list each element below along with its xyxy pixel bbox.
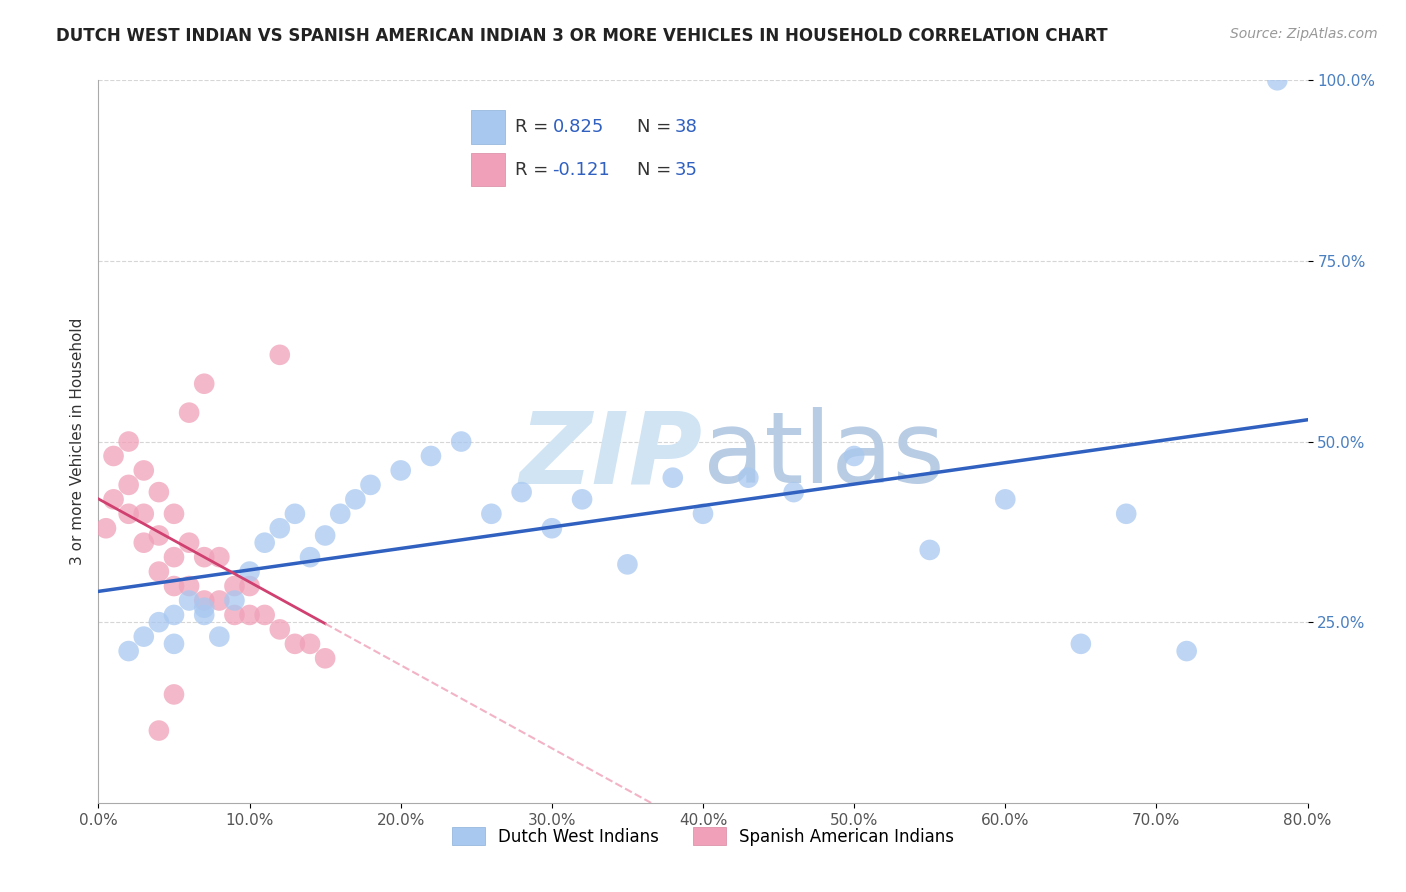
Point xyxy=(163,550,186,565)
Point xyxy=(692,507,714,521)
Point xyxy=(1175,644,1198,658)
Legend: Dutch West Indians, Spanish American Indians: Dutch West Indians, Spanish American Ind… xyxy=(446,821,960,852)
Point xyxy=(224,579,246,593)
Point xyxy=(571,492,593,507)
Point xyxy=(163,579,186,593)
Point xyxy=(179,579,201,593)
Point xyxy=(208,630,231,644)
Point xyxy=(224,593,246,607)
Point xyxy=(148,723,170,738)
Point xyxy=(239,579,262,593)
Point xyxy=(1115,507,1137,521)
Point xyxy=(329,507,352,521)
Text: atlas: atlas xyxy=(703,408,945,505)
Point xyxy=(269,521,291,535)
Point xyxy=(661,470,683,484)
Point xyxy=(163,637,186,651)
Point xyxy=(132,463,155,477)
Point xyxy=(1070,637,1092,651)
Text: Source: ZipAtlas.com: Source: ZipAtlas.com xyxy=(1230,27,1378,41)
Point xyxy=(193,607,215,622)
Point xyxy=(284,637,307,651)
Point xyxy=(239,565,262,579)
Point xyxy=(163,507,186,521)
Point xyxy=(616,558,638,572)
Point xyxy=(783,485,806,500)
Point xyxy=(360,478,382,492)
Point xyxy=(737,470,759,484)
Text: DUTCH WEST INDIAN VS SPANISH AMERICAN INDIAN 3 OR MORE VEHICLES IN HOUSEHOLD COR: DUTCH WEST INDIAN VS SPANISH AMERICAN IN… xyxy=(56,27,1108,45)
Point xyxy=(918,542,941,557)
Point xyxy=(239,607,262,622)
Point xyxy=(148,485,170,500)
Point xyxy=(389,463,412,477)
Point xyxy=(193,600,215,615)
Point xyxy=(314,528,336,542)
Point xyxy=(163,607,186,622)
Point xyxy=(118,644,141,658)
Point xyxy=(118,434,141,449)
Point xyxy=(540,521,562,535)
Point xyxy=(510,485,533,500)
Point xyxy=(148,528,170,542)
Point xyxy=(420,449,443,463)
Point xyxy=(284,507,307,521)
Y-axis label: 3 or more Vehicles in Household: 3 or more Vehicles in Household xyxy=(69,318,84,566)
Point xyxy=(844,449,866,463)
Point xyxy=(179,535,201,549)
Point xyxy=(208,550,231,565)
Point xyxy=(224,607,246,622)
Point xyxy=(193,550,215,565)
Point xyxy=(94,521,117,535)
Point xyxy=(132,535,155,549)
Point xyxy=(344,492,367,507)
Point xyxy=(148,565,170,579)
Point xyxy=(208,593,231,607)
Point xyxy=(132,630,155,644)
Point xyxy=(994,492,1017,507)
Point xyxy=(314,651,336,665)
Point xyxy=(132,507,155,521)
Point xyxy=(1267,73,1289,87)
Point xyxy=(193,593,215,607)
Point xyxy=(450,434,472,449)
Point xyxy=(148,615,170,630)
Point xyxy=(253,607,276,622)
Point xyxy=(269,348,291,362)
Point xyxy=(193,376,215,391)
Point xyxy=(253,535,276,549)
Point xyxy=(103,492,125,507)
Point xyxy=(118,507,141,521)
Point xyxy=(163,687,186,701)
Point xyxy=(103,449,125,463)
Point xyxy=(179,593,201,607)
Point xyxy=(481,507,503,521)
Point xyxy=(179,406,201,420)
Point xyxy=(269,623,291,637)
Point xyxy=(118,478,141,492)
Point xyxy=(299,637,322,651)
Point xyxy=(299,550,322,565)
Text: ZIP: ZIP xyxy=(520,408,703,505)
